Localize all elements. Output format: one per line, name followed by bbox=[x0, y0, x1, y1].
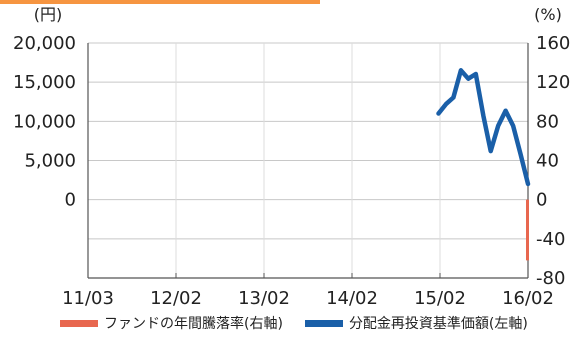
legend-item-nav: 分配金再投資基準価額(左軸) bbox=[304, 313, 528, 333]
x-axis-tick-label: 14/02 bbox=[326, 288, 378, 309]
series bbox=[436, 68, 531, 261]
left-axis-tick-label: 5,000 bbox=[24, 151, 76, 172]
left-axis-tick-label: 20,000 bbox=[13, 33, 76, 54]
legend-label-return-rate: ファンドの年間騰落率(右軸) bbox=[104, 316, 283, 332]
legend-swatch-return-rate bbox=[60, 319, 98, 327]
left-axis-unit: (円) bbox=[34, 5, 63, 24]
top-accent-strip bbox=[0, 0, 320, 4]
x-axis-tick-label: 13/02 bbox=[238, 288, 290, 309]
legend-swatch-nav bbox=[304, 319, 343, 327]
right-axis-tick-label: 40 bbox=[536, 151, 559, 172]
return-rate-bar bbox=[526, 199, 529, 261]
x-axis-tick-label: 15/02 bbox=[414, 288, 466, 309]
right-axis-tick-label: -40 bbox=[536, 229, 565, 250]
x-axis-tick-label: 16/02 bbox=[502, 288, 554, 309]
right-axis-unit: (%) bbox=[534, 5, 562, 24]
left-axis-tick-label: 15,000 bbox=[13, 72, 76, 93]
left-axis-tick-label: 0 bbox=[65, 190, 76, 211]
gridlines bbox=[87, 42, 529, 279]
legend-item-return-rate: ファンドの年間騰落率(右軸) bbox=[60, 313, 283, 333]
right-axis-ticks: 160 120 80 40 0 -40 -80 bbox=[536, 33, 570, 289]
x-axis-tick-label: 11/03 bbox=[62, 288, 114, 309]
legend-label-nav: 分配金再投資基準価額(左軸) bbox=[348, 316, 528, 332]
legend: ファンドの年間騰落率(右軸) 分配金再投資基準価額(左軸) bbox=[60, 312, 560, 334]
right-axis-tick-label: -80 bbox=[536, 268, 565, 289]
nav-line bbox=[436, 68, 531, 187]
right-axis-tick-label: 0 bbox=[536, 190, 547, 211]
x-axis-ticks: 11/03 12/02 13/02 14/02 15/02 16/02 bbox=[62, 288, 554, 309]
right-axis-tick-label: 80 bbox=[536, 111, 559, 132]
left-axis-ticks: 20,000 15,000 10,000 5,000 0 bbox=[13, 33, 76, 211]
x-axis-tick-label: 12/02 bbox=[150, 288, 202, 309]
right-axis-tick-label: 160 bbox=[536, 33, 570, 54]
right-axis-tick-label: 120 bbox=[536, 72, 570, 93]
left-axis-tick-label: 10,000 bbox=[13, 111, 76, 132]
